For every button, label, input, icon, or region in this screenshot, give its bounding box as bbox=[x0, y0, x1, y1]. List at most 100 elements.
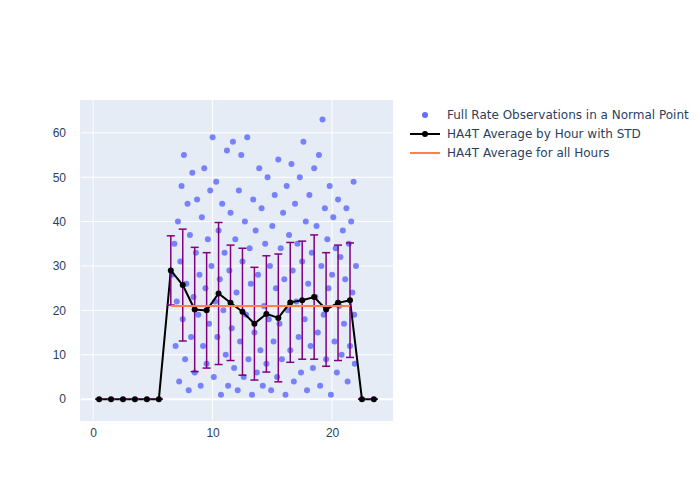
scatter-point bbox=[202, 285, 208, 291]
error-bar-cap bbox=[238, 374, 246, 376]
error-bar bbox=[262, 256, 270, 372]
scatter-point bbox=[226, 267, 232, 273]
scatter-point bbox=[322, 205, 328, 211]
y-tick-label: 60 bbox=[53, 126, 67, 140]
line-marker bbox=[132, 396, 138, 402]
scatter-point bbox=[286, 232, 292, 238]
scatter-point bbox=[207, 188, 213, 194]
y-tick: 0 bbox=[59, 392, 80, 406]
scatter-point bbox=[245, 356, 251, 362]
error-bar-cap bbox=[179, 228, 187, 230]
error-bar bbox=[203, 253, 211, 368]
error-bar-cap bbox=[298, 358, 306, 360]
error-bar-cap bbox=[191, 247, 199, 249]
error-bar-cap bbox=[262, 371, 270, 373]
error-bar-cap bbox=[346, 357, 354, 359]
x-tick-label: 0 bbox=[90, 426, 97, 440]
error-bar-cap bbox=[215, 364, 223, 366]
line-marker bbox=[204, 307, 210, 313]
y-tick-label: 30 bbox=[53, 259, 67, 273]
scatter-point bbox=[205, 236, 211, 242]
scatter-point bbox=[305, 281, 311, 287]
scatter-point bbox=[217, 276, 223, 282]
scatter-point bbox=[351, 179, 357, 185]
scatter-point bbox=[255, 272, 261, 278]
x-tick: 10 bbox=[206, 420, 220, 440]
scatter-point bbox=[329, 272, 335, 278]
scatter-point bbox=[181, 152, 187, 158]
grid bbox=[80, 100, 393, 420]
grid-line bbox=[80, 132, 393, 133]
error-bar-cap bbox=[250, 267, 258, 269]
scatter-point bbox=[213, 179, 219, 185]
scatter-point bbox=[257, 347, 263, 353]
scatter-point bbox=[182, 356, 188, 362]
scatter-point bbox=[222, 250, 228, 256]
legend-item[interactable]: HA4T Average by Hour with STD bbox=[410, 127, 641, 141]
scatter-point bbox=[267, 263, 273, 269]
error-bar-cap bbox=[286, 362, 294, 364]
scatter-point bbox=[211, 374, 217, 380]
scatter-point bbox=[196, 272, 202, 278]
chart: 010200102030405060Full Rate Observations… bbox=[0, 0, 700, 500]
scatter-point bbox=[259, 205, 265, 211]
scatter-point bbox=[281, 276, 287, 282]
scatter-point bbox=[220, 307, 226, 313]
x-tick: 0 bbox=[90, 420, 97, 440]
scatter-point bbox=[284, 183, 290, 189]
scatter-point bbox=[272, 192, 278, 198]
scatter-point bbox=[341, 321, 347, 327]
line-marker bbox=[287, 299, 293, 305]
grid-line bbox=[80, 354, 393, 355]
scatter-point bbox=[330, 214, 336, 220]
error-bar-cap bbox=[203, 367, 211, 369]
scatter-point bbox=[225, 383, 231, 389]
scatter-point bbox=[219, 201, 225, 207]
y-axis-line bbox=[80, 101, 81, 421]
scatter-point bbox=[342, 276, 348, 282]
y-axis: 0102030405060 bbox=[53, 101, 81, 421]
scatter-point bbox=[308, 343, 314, 349]
scatter-point bbox=[189, 170, 195, 176]
line-marker bbox=[144, 396, 150, 402]
scatter-point bbox=[171, 241, 177, 247]
scatter-point bbox=[244, 134, 250, 140]
line-marker bbox=[251, 321, 257, 327]
scatter-point bbox=[198, 383, 204, 389]
scatter-point bbox=[278, 245, 284, 251]
legend-item[interactable]: HA4T Average for all Hours bbox=[410, 146, 609, 160]
error-bar-cap bbox=[274, 381, 282, 383]
scatter-point bbox=[353, 263, 359, 269]
legend: Full Rate Observations in a Normal Point… bbox=[410, 108, 689, 160]
scatter-point bbox=[201, 165, 207, 171]
scatter-point bbox=[232, 236, 238, 242]
scatter-point bbox=[176, 378, 182, 384]
legend-item[interactable]: Full Rate Observations in a Normal Point bbox=[422, 108, 689, 122]
scatter-point bbox=[193, 250, 199, 256]
line-marker bbox=[108, 396, 114, 402]
x-axis-line bbox=[81, 420, 394, 421]
scatter-point bbox=[318, 263, 324, 269]
x-axis: 01020 bbox=[81, 420, 394, 440]
grid-line bbox=[80, 221, 393, 222]
scatter-point bbox=[282, 392, 288, 398]
error-bar bbox=[191, 247, 199, 371]
error-bar-cap bbox=[179, 340, 187, 342]
scatter-point bbox=[275, 156, 281, 162]
scatter-point bbox=[343, 205, 349, 211]
y-tick-label: 40 bbox=[53, 215, 67, 229]
plot-area bbox=[95, 117, 378, 403]
scatter-point bbox=[339, 352, 345, 358]
legend-label: HA4T Average for all Hours bbox=[447, 146, 609, 160]
error-bar-cap bbox=[274, 253, 282, 255]
error-bar bbox=[322, 253, 330, 367]
error-bar bbox=[227, 245, 235, 360]
error-bar-cap bbox=[238, 247, 246, 249]
scatter-point bbox=[185, 201, 191, 207]
scatter-point bbox=[335, 196, 341, 202]
error-bar bbox=[334, 245, 342, 360]
legend-symbol bbox=[410, 152, 440, 154]
scatter-point bbox=[195, 312, 201, 318]
error-bar-cap bbox=[227, 360, 235, 362]
scatter-point bbox=[218, 392, 224, 398]
